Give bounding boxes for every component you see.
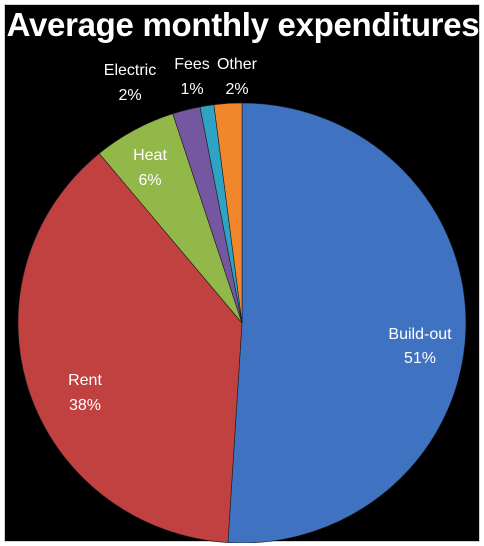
slice-label: Build-out xyxy=(388,326,452,343)
slice-value-label: 6% xyxy=(138,172,161,189)
slice-label: Fees xyxy=(174,56,210,73)
slice-value-label: 2% xyxy=(225,81,248,98)
slice-value-label: 51% xyxy=(404,350,436,367)
slice-label: Other xyxy=(217,56,258,73)
slice-value-label: 38% xyxy=(69,397,101,414)
slice-value-label: 1% xyxy=(180,81,203,98)
slice-labels: Build-out 51% Rent 38% Heat 6% Electric 2% Fees 1… xyxy=(68,56,452,414)
chart-frame: Average monthly expenditures Build-out 51… xyxy=(4,4,480,543)
chart-title: Average monthly expenditures xyxy=(6,6,480,43)
pie-chart: Build-out 51% Rent 38% Heat 6% Electric 2% Fees 1… xyxy=(17,56,467,543)
slice-label: Rent xyxy=(68,372,102,389)
pie-slice-other xyxy=(213,102,243,324)
slice-label: Electric xyxy=(104,62,156,79)
pie-slice-rent xyxy=(17,153,243,543)
slice-value-label: 2% xyxy=(118,87,141,104)
pie-slices xyxy=(17,102,467,543)
pie-slice-build-out xyxy=(227,102,467,543)
slice-label: Heat xyxy=(133,147,167,164)
